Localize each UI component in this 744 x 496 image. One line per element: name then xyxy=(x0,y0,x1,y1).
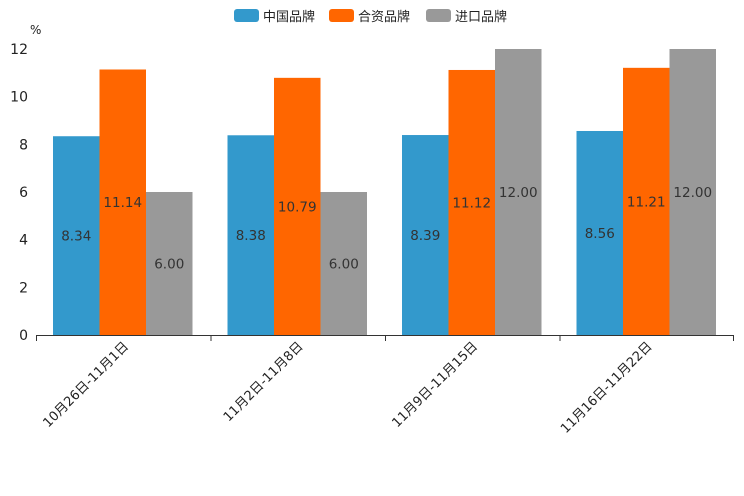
bar xyxy=(448,69,495,336)
bar xyxy=(53,136,100,335)
y-axis-unit-label: % xyxy=(30,23,41,37)
bar xyxy=(146,192,193,335)
data-label: 11.21 xyxy=(627,194,666,210)
data-label: 12.00 xyxy=(673,185,712,201)
data-labels: 8.34 11.14 6.00 8.38 10.79 6.00 8.39 11.12 12.00… xyxy=(61,185,712,273)
y-tick-label: 6 xyxy=(19,185,28,201)
data-label: 11.14 xyxy=(103,195,142,211)
y-tick-label: 0 xyxy=(19,328,28,344)
legend-item[interactable]: 进口品牌 xyxy=(426,9,507,25)
data-label: 12.00 xyxy=(499,185,538,201)
y-axis: 0 2 4 6 8 10 12 xyxy=(10,42,28,344)
legend-item[interactable]: 合资品牌 xyxy=(329,9,410,25)
y-tick-label: 4 xyxy=(19,233,28,249)
data-label: 8.56 xyxy=(585,226,615,242)
legend-swatch xyxy=(234,9,259,22)
x-axis: 10月26日-11月1日 11月2日-11月8日 11月9日-11月15日 11月16… xyxy=(36,335,734,437)
data-label: 6.00 xyxy=(329,257,359,273)
legend: 中国品牌 合资品牌 进口品牌 xyxy=(234,9,507,25)
data-label: 8.34 xyxy=(61,229,91,245)
legend-label: 进口品牌 xyxy=(455,9,507,25)
x-tick-label: 11月16日-11月22日 xyxy=(558,339,655,436)
y-tick-label: 10 xyxy=(10,90,28,106)
bar xyxy=(99,69,146,335)
data-label: 6.00 xyxy=(154,257,184,273)
bar xyxy=(274,77,321,336)
x-tick-label: 11月9日-11月15日 xyxy=(389,339,481,431)
data-label: 8.38 xyxy=(236,228,266,244)
bar xyxy=(623,67,670,335)
bar xyxy=(320,192,367,335)
bar xyxy=(495,49,542,335)
legend-label: 中国品牌 xyxy=(263,9,315,25)
y-tick-label: 8 xyxy=(19,137,28,153)
x-tick-label: 11月2日-11月8日 xyxy=(221,339,307,425)
bar xyxy=(669,49,716,335)
y-tick-label: 2 xyxy=(19,280,28,296)
legend-label: 合资品牌 xyxy=(358,9,410,25)
data-label: 11.12 xyxy=(452,195,491,211)
bar xyxy=(402,135,449,335)
bar xyxy=(227,135,274,335)
legend-swatch xyxy=(426,9,451,22)
bar xyxy=(576,130,623,335)
data-label: 8.39 xyxy=(410,228,440,244)
x-tick-label: 10月26日-11月1日 xyxy=(40,339,132,431)
legend-item[interactable]: 中国品牌 xyxy=(234,9,315,25)
data-label: 10.79 xyxy=(278,199,317,215)
bars xyxy=(53,49,716,336)
y-tick-label: 12 xyxy=(10,42,28,58)
legend-swatch xyxy=(329,9,354,22)
